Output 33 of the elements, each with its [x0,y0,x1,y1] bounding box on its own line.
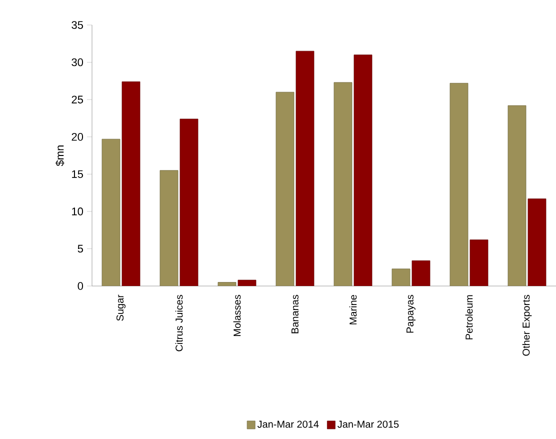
bar [160,170,178,286]
x-tick-label: Bananas [292,294,298,334]
y-tick-label: 30 [72,58,84,66]
y-tick-label: 10 [72,208,84,216]
bar [412,260,430,286]
legend-label: Jan-Mar 2014 [257,420,319,428]
y-tick-label: 5 [78,244,83,253]
bar [296,50,314,286]
bar [508,105,526,286]
y-tick-label: 25 [72,96,83,104]
bar [470,240,488,286]
x-tick-label: Sugar [116,294,126,321]
y-tick-label: 20 [72,132,84,141]
bar [392,268,410,286]
y-axis-title: $mn [55,146,64,166]
x-tick-label: Papayas [406,294,416,333]
x-tick-label: Petroleum [465,295,473,340]
x-tick-label: Citrus Juices [175,294,183,352]
x-tick-label: Other Exports [522,294,532,356]
bar [450,82,468,286]
bar [180,118,198,286]
bar [354,54,372,286]
bar [102,138,120,286]
bar [334,82,352,286]
bar [528,198,546,286]
x-tick-label: Molasses [233,294,241,336]
y-tick-label: 35 [72,21,83,29]
legend-label: Jan-Mar 2015 [338,420,399,428]
y-tick-label: 0 [78,282,84,290]
bar [122,81,140,286]
y-tick-label: 15 [72,170,83,178]
bar [276,92,294,286]
x-tick-label: Marine [349,294,357,324]
